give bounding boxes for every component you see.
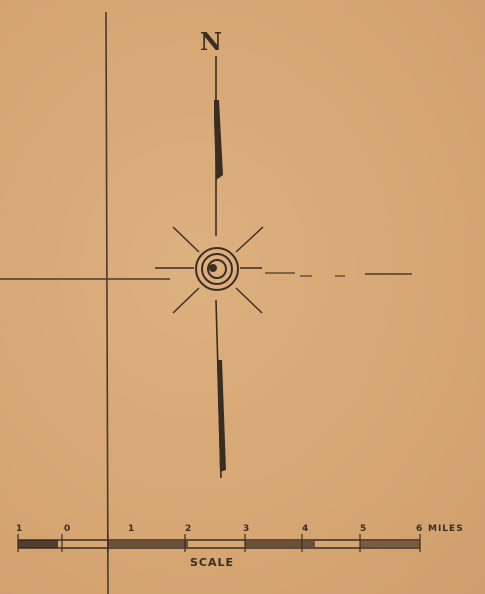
scale-tick-label: 2 [185, 524, 193, 534]
north-arrow-icon [214, 56, 226, 479]
scale-unit-label: MILES [428, 524, 464, 534]
scale-tick-label: 5 [360, 524, 368, 534]
compass-rose-icon [155, 226, 264, 314]
scale-tick-label: 4 [302, 524, 310, 534]
scale-bar [17, 534, 421, 552]
scale-title: SCALE [190, 556, 235, 569]
scale-tick-label: 1 [128, 524, 136, 534]
meridian-line [105, 11, 109, 594]
scale-tick-label: 0 [64, 524, 72, 534]
scale-tick-label: 1 [16, 524, 24, 534]
scale-tick-label: 6 [416, 524, 424, 534]
scale-tick-label: 3 [243, 524, 251, 534]
north-label: N [200, 27, 222, 56]
